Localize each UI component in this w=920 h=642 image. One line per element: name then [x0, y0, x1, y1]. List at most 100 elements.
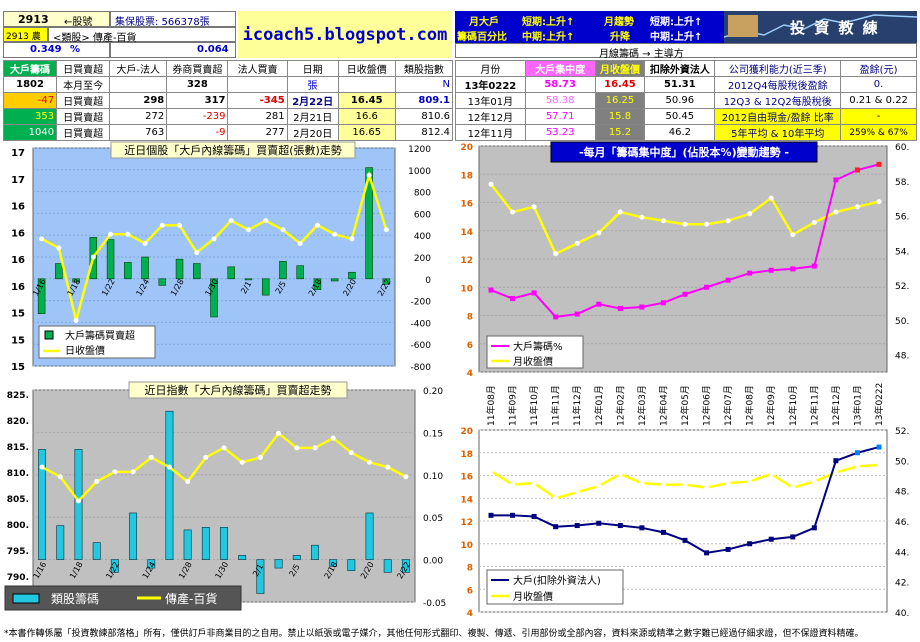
price-point [142, 240, 148, 246]
header-cell: 盈餘(元) [840, 60, 917, 77]
cell: 809.1 [394, 92, 454, 109]
cell: 46.2 [644, 124, 716, 141]
price-point [56, 245, 62, 251]
legend-swatch [44, 330, 54, 340]
legend-box [486, 335, 584, 369]
holders-cell: 集保股票: 566378張 [110, 11, 236, 28]
price-point [639, 214, 645, 220]
concentration-point [725, 277, 731, 283]
price-point [488, 181, 494, 187]
cell: 53.23 [524, 124, 596, 141]
y-left-tick-label: 6 [467, 586, 473, 596]
index-point [203, 454, 209, 460]
y-right-tick-label: 0.05 [423, 514, 443, 524]
ex-foreign-point [790, 534, 796, 540]
y-left-tick-label: 810. [7, 469, 29, 479]
cell: 12年12月 [455, 108, 526, 125]
price-point [660, 218, 666, 224]
index-point [330, 435, 336, 441]
bar [210, 278, 218, 318]
price-point [811, 219, 817, 225]
concentration-point [704, 284, 710, 290]
y-right-tick-label: -800 [411, 363, 432, 373]
y-left-tick-label: 14 [460, 228, 473, 238]
bar [106, 239, 115, 280]
ex-foreign-point [488, 512, 494, 518]
bar [175, 258, 184, 280]
cell: -345 [227, 92, 288, 109]
bar [274, 559, 283, 569]
cell: -47 [2, 92, 58, 109]
header-cell: 日買賣超 [56, 60, 111, 77]
price-point [574, 240, 580, 246]
price-point [553, 251, 559, 257]
cell: 317 [166, 92, 229, 109]
cell: 16.45 [337, 92, 396, 109]
cell [227, 76, 288, 93]
header-cell: 法人買賣 [227, 60, 288, 77]
brand-chart-icon [724, 11, 917, 43]
concentration-point [617, 305, 623, 311]
cell: 2月22日 [286, 92, 339, 109]
cell [109, 76, 168, 93]
index-point [348, 450, 354, 456]
chart-title: 近日個股「大戶內線籌碼」買賣超(張數)走勢 [124, 143, 342, 157]
x-tick-label: 12年06月 [701, 385, 713, 426]
daily-index-chips-chart: 0.20 0.15 0.10 0.05 0.00 -0.05 825. 820. 815. 810… [4, 381, 446, 611]
x-tick-label: 12年11月 [808, 385, 820, 426]
price-point [194, 249, 200, 255]
cell: 16.65 [337, 124, 396, 141]
cell: 298 [109, 92, 168, 109]
blog-url[interactable]: icoach5.blogspot.com [242, 24, 448, 45]
concentration-point [510, 296, 516, 302]
stock-name-cell: 2913 農林 [3, 27, 48, 55]
y-left-tick-label: 800. [7, 521, 29, 531]
index-point [148, 454, 154, 460]
bar [292, 555, 301, 560]
price-point [747, 479, 753, 485]
cell: 1802 [2, 76, 58, 93]
pct-sign: % [70, 44, 81, 55]
bar [158, 278, 167, 286]
pct-value: 0.349 [30, 44, 62, 55]
bar [311, 544, 319, 560]
price-point [617, 209, 623, 215]
bar [313, 278, 322, 291]
mid-term-b: 中期:上升↑ [650, 32, 703, 43]
ex-foreign-point [617, 523, 623, 529]
y-right-tick-label: 1000 [408, 167, 431, 177]
x-tick-label: 11年11月 [550, 385, 562, 426]
price-point [245, 227, 251, 233]
blog-url-banner[interactable]: icoach5.blogspot.com [238, 11, 452, 58]
concentration-point [768, 267, 774, 273]
bar [365, 167, 373, 280]
x-tick-label: 12年01月 [593, 385, 605, 426]
chart-title-box [550, 141, 818, 163]
table-row: -47 日買賣超 298 317 -345 2月22日 16.45 809.1 [2, 92, 454, 109]
stock-code-cell[interactable]: 2913 ←股號 [3, 11, 110, 28]
cell: 50.96 [644, 92, 716, 109]
y-right-tick-label: 1200 [408, 145, 431, 155]
y-right-tick-label: 40. [895, 609, 909, 618]
ex-foreign-point [811, 525, 817, 531]
bar [383, 559, 392, 573]
price-point [833, 469, 839, 475]
monthly-concentration-chart: 20 18 16 14 12 10 8 6 4 60. 58. 56. 54. 52. 50. 48. -每月「… [460, 141, 909, 378]
price-point [876, 462, 882, 468]
ex-foreign-point [747, 541, 753, 547]
price-point [531, 204, 537, 210]
x-tick-label: 11年08月 [485, 385, 497, 426]
ex-foreign-point [531, 513, 537, 519]
index-point [166, 464, 172, 470]
price-point [747, 211, 753, 217]
y-right-tick-label: 58. [895, 178, 909, 188]
cell: 12年11月 [455, 124, 526, 141]
y-right-tick-label: 46. [895, 518, 909, 528]
y-right-tick-label: 400 [414, 232, 431, 242]
concentration-point [876, 161, 882, 167]
price-point [177, 222, 183, 228]
y-right-tick-label: 48. [895, 352, 909, 362]
price-point [349, 236, 355, 242]
y-right-tick-label: 50. [895, 457, 909, 467]
y-left-tick-label: 16 [11, 228, 25, 239]
